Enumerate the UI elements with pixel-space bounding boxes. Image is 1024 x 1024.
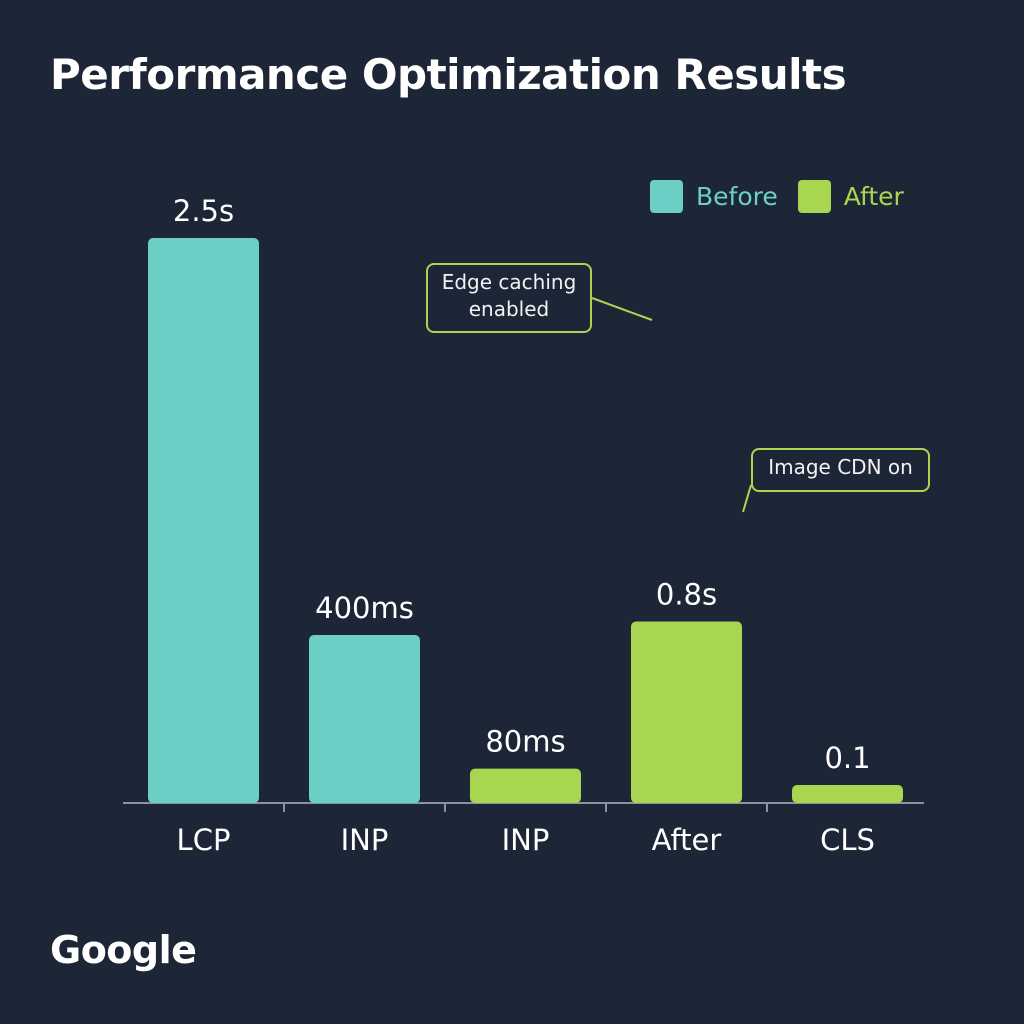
data-label: 2.5s xyxy=(173,194,234,228)
chart-legend: Before After xyxy=(650,180,924,213)
legend-swatch-after xyxy=(797,180,831,213)
x-tick-label: INP xyxy=(341,823,389,857)
x-tick-label: CLS xyxy=(820,823,875,857)
chart-title: Performance Optimization Results xyxy=(50,50,847,99)
legend-label-after: After xyxy=(843,182,904,211)
x-tick-label: INP xyxy=(502,823,550,857)
annotation-edge-caching: Edge caching enabled xyxy=(426,263,592,333)
bar-after-after xyxy=(631,621,742,803)
x-tick-label: LCP xyxy=(177,823,231,857)
google-logo: Google xyxy=(50,928,197,972)
annotation-image-cdn: Image CDN on xyxy=(751,448,930,492)
legend-item-before: Before xyxy=(650,180,778,213)
annotation-leader-image-cdn xyxy=(742,484,752,513)
bar-inp-after xyxy=(470,768,581,803)
data-label: 80ms xyxy=(485,725,565,759)
legend-swatch-before xyxy=(650,180,683,213)
legend-label-before: Before xyxy=(696,182,778,211)
x-tick-label: After xyxy=(652,823,722,857)
data-label: 0.1 xyxy=(824,741,870,775)
bar-lcp-before xyxy=(148,238,259,803)
bar-cls-after xyxy=(792,785,903,803)
annotation-leader-edge-caching xyxy=(591,297,653,321)
bar-inp-before xyxy=(309,635,420,803)
data-label: 400ms xyxy=(315,591,414,625)
legend-item-after: After xyxy=(797,180,904,213)
data-label: 0.8s xyxy=(656,578,717,612)
